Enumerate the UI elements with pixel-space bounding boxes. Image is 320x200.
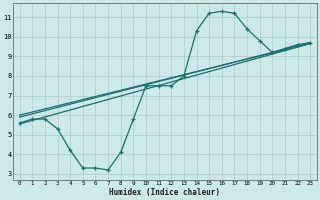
- X-axis label: Humidex (Indice chaleur): Humidex (Indice chaleur): [109, 188, 220, 197]
